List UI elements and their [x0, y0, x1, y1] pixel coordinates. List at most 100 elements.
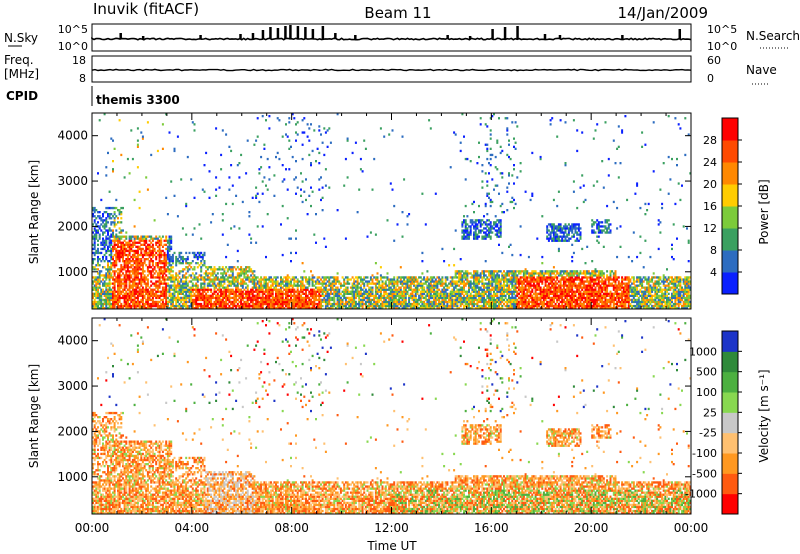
- power-cell: [233, 295, 235, 297]
- power-cell: [137, 274, 139, 276]
- power-cell: [443, 303, 445, 305]
- power-cell: [207, 274, 209, 276]
- power-cell: [215, 291, 217, 293]
- power-cell: [145, 276, 147, 278]
- power-cell: [155, 236, 157, 238]
- power-cell: [470, 227, 472, 229]
- power-cell: [157, 242, 159, 244]
- power-cell: [513, 146, 515, 148]
- power-cell: [175, 289, 177, 291]
- power-cell: [255, 140, 257, 142]
- power-cell: [119, 238, 121, 240]
- power-cell: [99, 283, 101, 285]
- cpid-label: CPID: [6, 89, 38, 103]
- power-cell: [258, 293, 260, 295]
- power-cell: [243, 283, 245, 285]
- power-cell: [129, 272, 131, 274]
- power-cell: [430, 127, 432, 129]
- power-cell: [303, 131, 305, 133]
- power-cell: [515, 148, 517, 150]
- power-cell: [476, 225, 478, 227]
- power-cell: [293, 278, 295, 280]
- power-cell: [491, 154, 493, 156]
- power-cell: [318, 280, 320, 282]
- noise-spike: [559, 35, 562, 39]
- power-cell: [110, 272, 112, 274]
- power-cell: [513, 207, 515, 209]
- power-cell: [214, 280, 216, 282]
- power-cell: [120, 154, 122, 156]
- power-cell: [227, 270, 229, 272]
- power-cell: [215, 176, 217, 178]
- power-cell: [476, 272, 478, 274]
- power-cell: [152, 246, 154, 248]
- power-cell: [500, 283, 502, 285]
- power-cell: [441, 276, 443, 278]
- power-cell: [152, 297, 154, 299]
- power-cell: [122, 272, 124, 274]
- power-cell: [119, 221, 121, 223]
- power-cell: [222, 234, 224, 236]
- power-cell: [142, 291, 144, 293]
- power-cell: [508, 144, 510, 146]
- power-cell: [120, 211, 122, 213]
- power-cell: [160, 238, 162, 240]
- power-cell: [248, 266, 250, 268]
- power-cell: [125, 283, 127, 285]
- power-cell: [114, 238, 116, 240]
- power-cell: [302, 158, 304, 160]
- power-cell: [322, 209, 324, 211]
- power-cell: [147, 278, 149, 280]
- power-cell: [302, 119, 304, 121]
- power-cell: [501, 150, 503, 152]
- power-cell: [238, 268, 240, 270]
- power-cell: [115, 270, 117, 272]
- power-cell: [525, 274, 527, 276]
- power-cell: [506, 133, 508, 135]
- power-cell: [500, 152, 502, 154]
- power-cell: [174, 295, 176, 297]
- power-cell: [302, 262, 304, 264]
- power-cell: [310, 123, 312, 125]
- power-cell: [277, 276, 279, 278]
- power-cell: [465, 219, 467, 221]
- power-cell: [110, 268, 112, 270]
- power-cell: [194, 197, 196, 199]
- power-cell: [94, 207, 96, 209]
- power-cell: [102, 238, 104, 240]
- power-cell: [104, 231, 106, 233]
- power-cell: [170, 268, 172, 270]
- freq-left-tick-bottom: 8: [79, 72, 86, 85]
- power-cell: [147, 121, 149, 123]
- power-cell: [152, 301, 154, 303]
- power-cell: [481, 187, 483, 189]
- power-cell: [200, 274, 202, 276]
- power-cell: [290, 260, 292, 262]
- power-cell: [400, 266, 402, 268]
- power-cell: [200, 303, 202, 305]
- power-cell: [260, 276, 262, 278]
- power-cell: [142, 297, 144, 299]
- power-cell: [328, 127, 330, 129]
- power-cell: [515, 121, 517, 123]
- power-cell: [124, 268, 126, 270]
- power-cell: [155, 244, 157, 246]
- power-cell: [337, 272, 339, 274]
- power-cell: [363, 285, 365, 287]
- power-cell: [165, 238, 167, 240]
- freq-left-label: Freq.: [4, 53, 34, 67]
- power-cell: [119, 246, 121, 248]
- power-cell: [184, 274, 186, 276]
- power-cell: [132, 244, 134, 246]
- power-cell: [297, 121, 299, 123]
- power-cell: [423, 289, 425, 291]
- power-cell: [262, 225, 264, 227]
- power-cell: [347, 138, 349, 140]
- power-cell: [255, 187, 257, 189]
- power-cell: [420, 276, 422, 278]
- power-cell: [197, 280, 199, 282]
- power-cell: [130, 129, 132, 131]
- power-cell: [388, 133, 390, 135]
- power-cell: [338, 295, 340, 297]
- power-cell: [100, 260, 102, 262]
